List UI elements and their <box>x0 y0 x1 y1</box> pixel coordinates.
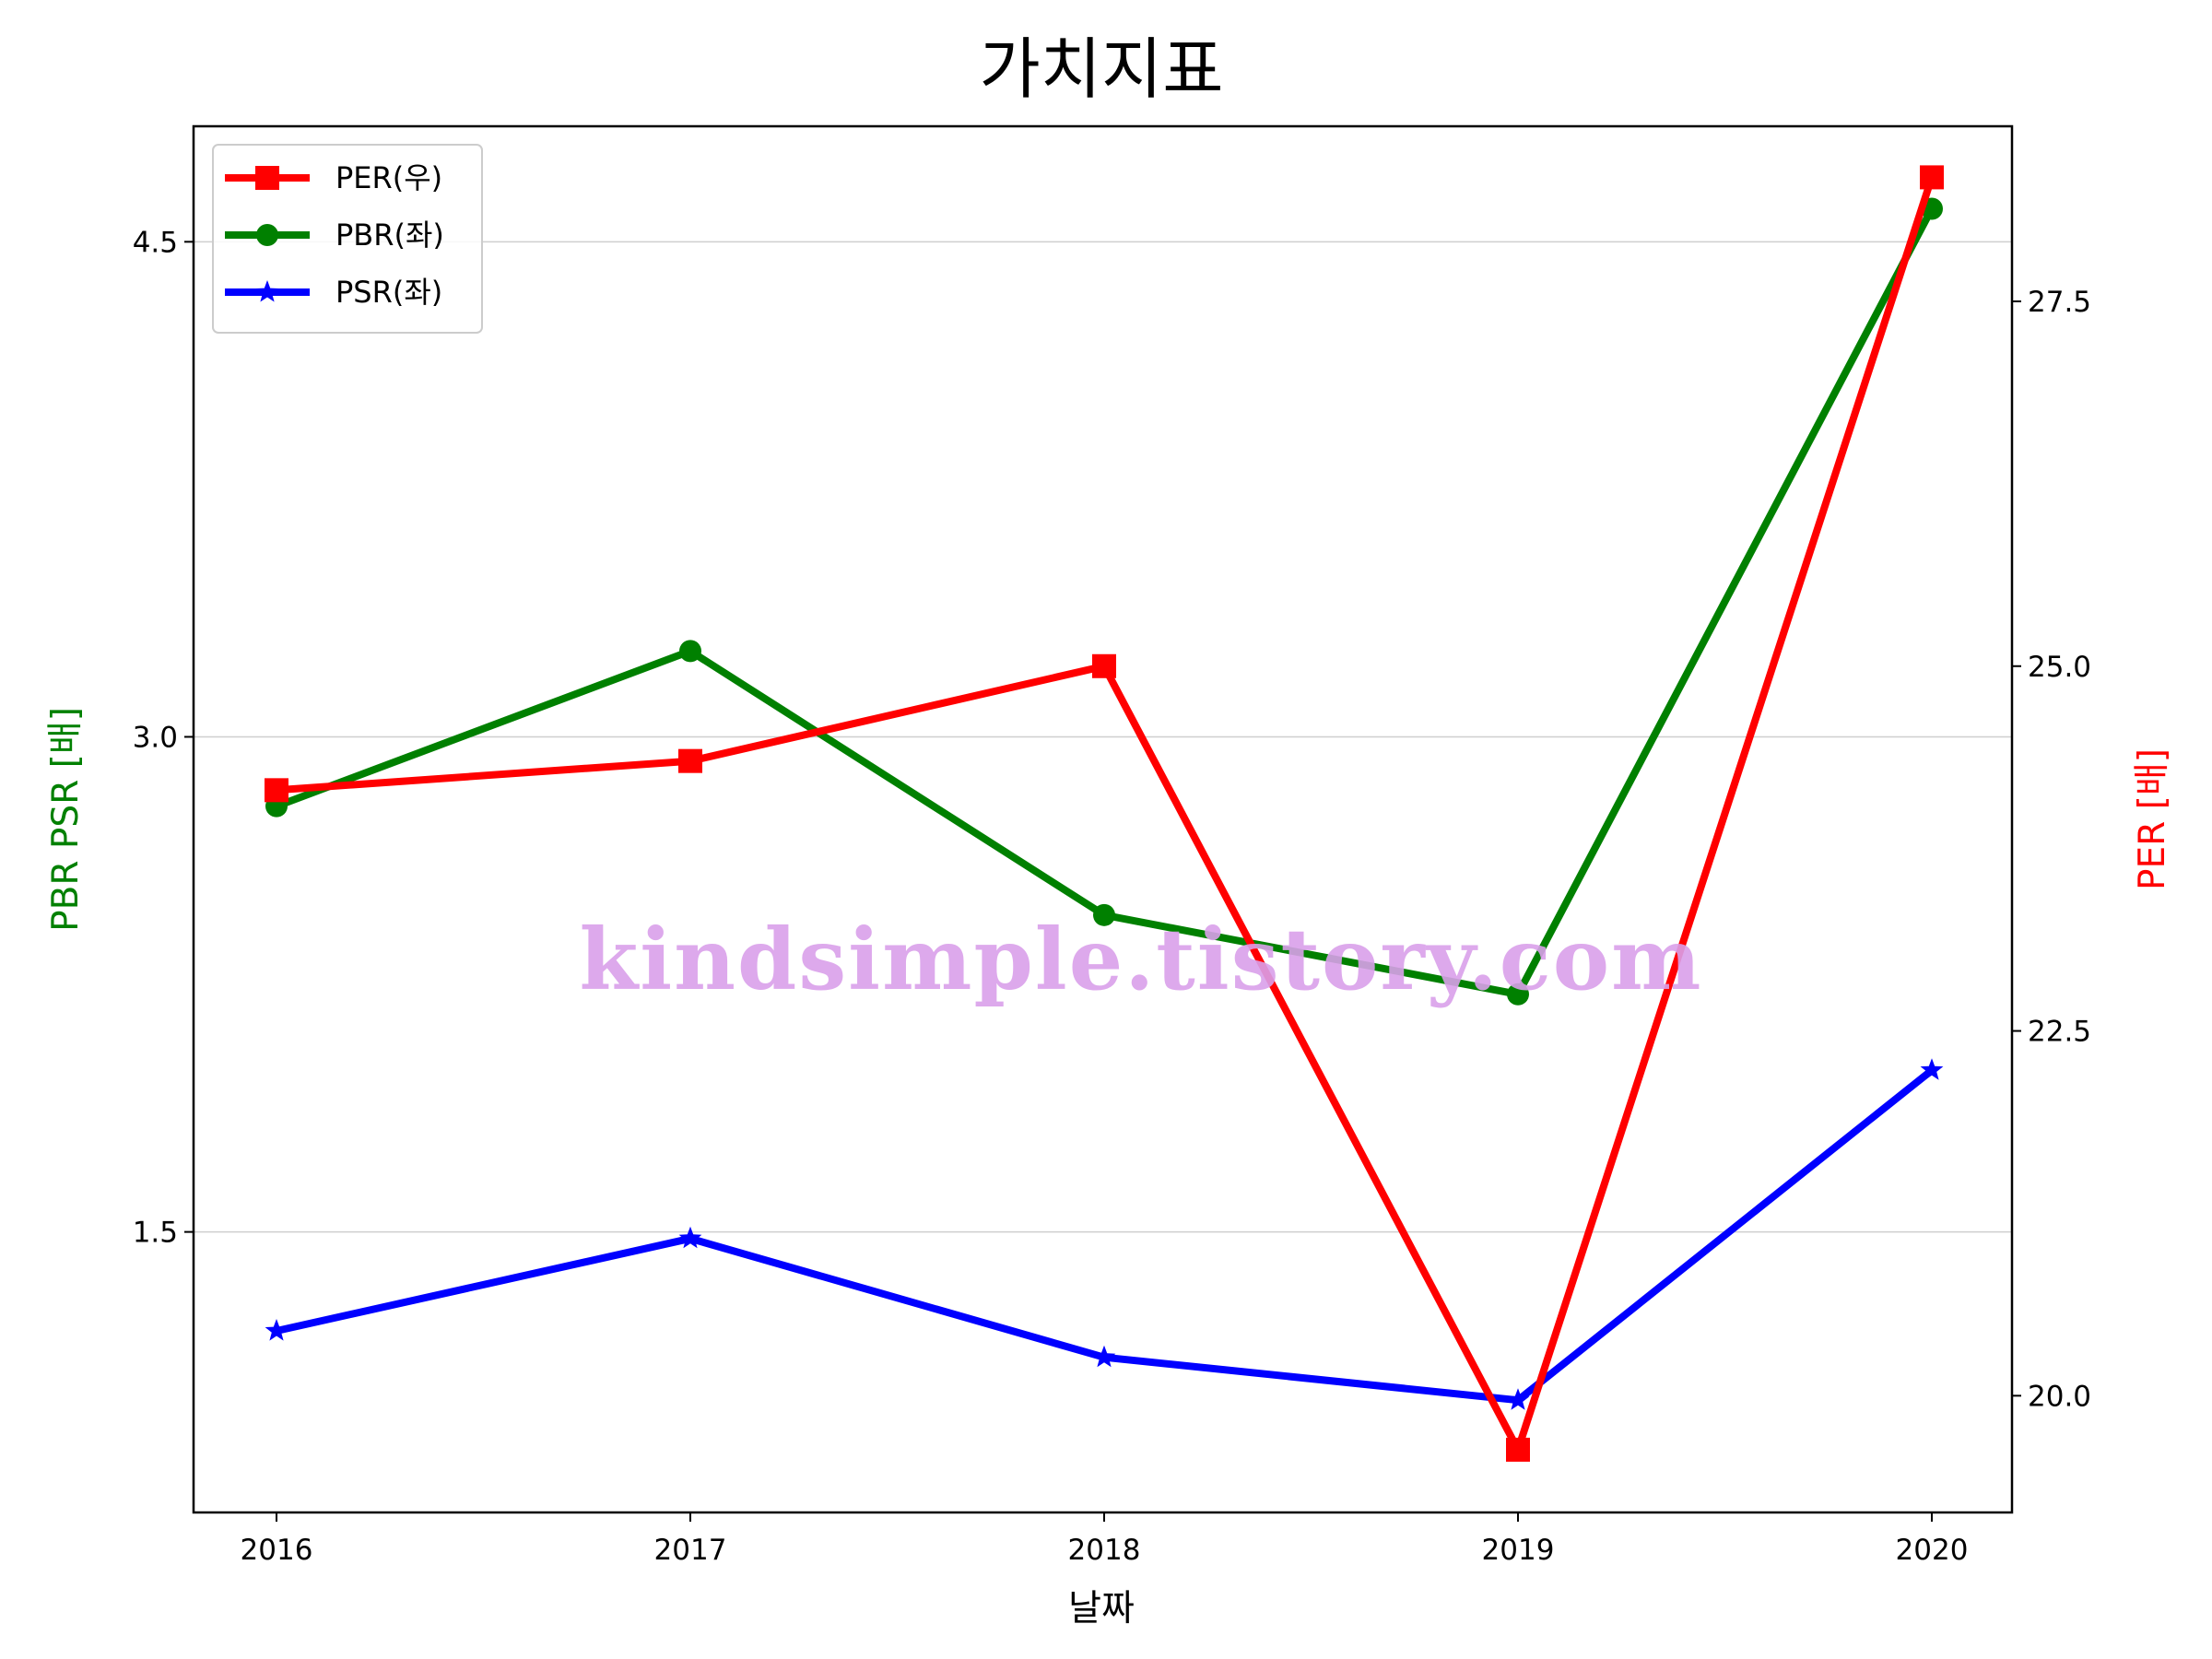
series-marker <box>1507 982 1529 1006</box>
chart-title: 가치지표 <box>980 30 1224 108</box>
x-axis-ticks: 2016 2017 2018 2019 2020 <box>241 1512 1969 1567</box>
x-axis-label: 날짜 <box>1068 1588 1135 1630</box>
legend-label: PSR(좌) <box>335 275 442 310</box>
series-layer <box>265 165 1944 1462</box>
series-psr <box>265 1058 1944 1410</box>
plot-frame <box>192 124 2014 1514</box>
series-marker <box>1093 903 1115 926</box>
x-tick-label: 2019 <box>1482 1534 1555 1567</box>
right-y-tick-label: 22.5 <box>2028 1016 2091 1049</box>
legend-label: PER(우) <box>335 160 442 195</box>
x-tick-label: 2018 <box>1068 1534 1141 1567</box>
series-marker <box>265 1319 288 1341</box>
series-marker <box>1920 165 1944 190</box>
grid-lines <box>194 241 2012 1233</box>
left-y-axis-label: PBR PSR [배] <box>45 707 87 932</box>
legend-marker <box>255 166 279 190</box>
left-y-tick-label: 1.5 <box>133 1217 178 1250</box>
series-marker <box>1092 1345 1116 1368</box>
series-marker <box>1920 1058 1944 1080</box>
left-y-axis-ticks: 1.5 3.0 4.5 <box>133 226 194 1250</box>
right-y-axis-label: PER [배] <box>2132 748 2173 890</box>
right-y-tick-label: 20.0 <box>2028 1380 2091 1413</box>
series-per <box>265 165 1944 1462</box>
series-marker <box>679 640 701 663</box>
x-tick-label: 2020 <box>1896 1534 1969 1567</box>
legend-marker <box>256 224 278 246</box>
legend-label: PBR(좌) <box>335 218 444 253</box>
series-marker <box>1092 653 1116 678</box>
x-tick-label: 2017 <box>654 1534 727 1567</box>
x-tick-label: 2016 <box>241 1534 313 1567</box>
right-y-tick-label: 27.5 <box>2028 286 2091 319</box>
right-y-axis-ticks: 20.0 22.5 25.0 27.5 <box>2012 286 2091 1413</box>
series-marker <box>1506 1437 1530 1462</box>
legend-marker <box>255 280 279 302</box>
left-y-tick-label: 3.0 <box>133 721 178 754</box>
series-marker <box>1506 1388 1530 1410</box>
series-marker <box>678 1226 702 1249</box>
series-marker <box>678 748 702 773</box>
legend: PER(우) PBR(좌) PSR(좌) <box>212 144 483 334</box>
legend-box <box>212 144 483 334</box>
right-y-tick-label: 25.0 <box>2028 651 2091 684</box>
watermark: kindsimple.tistory.com <box>579 910 1702 1009</box>
series-marker <box>265 778 288 803</box>
left-y-tick-label: 4.5 <box>133 226 178 259</box>
